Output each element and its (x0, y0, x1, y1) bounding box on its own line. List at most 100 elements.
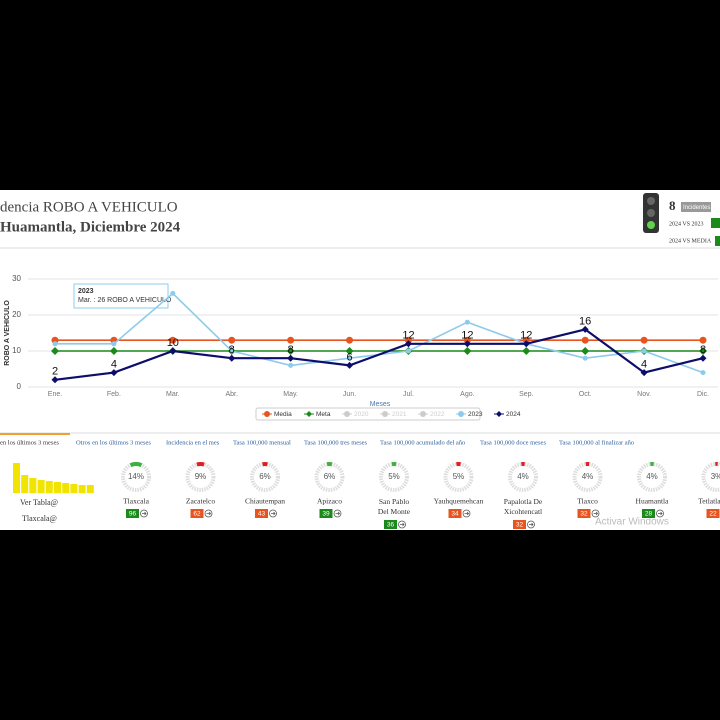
data-label: 8 (288, 344, 294, 356)
marker (170, 290, 176, 296)
marker (229, 348, 235, 354)
tab[interactable]: Otros en los últimos 3 meses (76, 439, 151, 446)
gauge-label: 4% (582, 472, 594, 481)
marker (287, 354, 295, 362)
marker (286, 347, 295, 355)
legend-label[interactable]: Media (274, 411, 292, 418)
x-tick-label: Oct. (579, 391, 592, 398)
count-badge (126, 509, 139, 518)
mini-bar (54, 482, 61, 493)
data-label: 12 (461, 330, 473, 342)
marker (699, 354, 707, 362)
legend-label[interactable]: 2021 (392, 411, 407, 418)
tooltip-text: Mar. : 26 ROBO A VEHICULO (78, 297, 172, 304)
count: 8 (669, 198, 676, 213)
x-tick-label: Jun. (343, 391, 356, 398)
marker (700, 370, 706, 376)
count: 34 (451, 510, 459, 517)
marker (347, 355, 353, 361)
place-name: Huamantla (636, 497, 670, 506)
marker (109, 347, 118, 355)
marker (169, 336, 177, 344)
count-badge (706, 509, 720, 518)
marker (169, 347, 177, 355)
arrow-icon (400, 522, 405, 527)
count: 39 (322, 510, 330, 517)
legend-label[interactable]: 2020 (354, 411, 369, 418)
mini-bar (45, 481, 53, 493)
x-tick-label: May. (283, 391, 298, 398)
subtitle: Huamantla, Diciembre 2024 (0, 219, 181, 235)
gauge-label: 4% (646, 472, 658, 481)
legend-label[interactable]: 2024 (506, 411, 521, 418)
marker (228, 336, 236, 344)
marker (51, 376, 59, 384)
gauge-arc (129, 462, 143, 468)
data-label: 16 (579, 315, 591, 327)
count-badge (255, 509, 268, 518)
marker (522, 347, 531, 355)
place-name: San Pablo Del Monte (378, 497, 411, 516)
compare: 2024 VS MEDIA (669, 238, 712, 244)
x-tick-label: Feb. (107, 391, 121, 398)
marker (346, 361, 354, 369)
y-tick-label: 30 (12, 274, 21, 283)
count: 32 (580, 510, 588, 517)
marker (288, 362, 294, 368)
legend-label[interactable]: 2023 (468, 411, 483, 418)
marker (463, 340, 471, 348)
marker (581, 325, 589, 333)
y-axis-label: ROBO A VEHICULO (4, 300, 11, 366)
marker (464, 319, 470, 325)
x-axis-label: Meses (370, 401, 391, 408)
light (647, 197, 655, 205)
tab[interactable]: Tasa 100,000 tres meses (304, 439, 368, 446)
count-badge (448, 509, 462, 518)
watermark: Activar Windows (595, 517, 669, 528)
legend-label[interactable]: 2022 (430, 411, 445, 418)
marker (345, 347, 354, 355)
mini-bar (86, 485, 94, 493)
title: dencia ROBO A VEHICULO (0, 199, 178, 215)
count: 96 (129, 510, 137, 517)
marker (404, 340, 412, 348)
x-tick-label: Abr. (226, 391, 239, 398)
tab[interactable]: Tasa 100,000 al finalizar año (559, 439, 634, 446)
mini-bar (13, 463, 20, 493)
count: 28 (645, 510, 653, 517)
count: 43 (258, 510, 266, 517)
data-label: 8 (229, 344, 235, 356)
data-label: 12 (402, 330, 414, 342)
tab[interactable]: Tasa 100,000 doce meses (480, 439, 546, 446)
marker (404, 336, 412, 344)
legend-label[interactable]: Meta (316, 411, 331, 418)
gauge-label: 6% (324, 472, 336, 481)
marker (640, 369, 648, 377)
count: 36 (387, 521, 395, 528)
tab[interactable]: Tasa 100,000 mensual (233, 439, 291, 446)
gauge-label: 6% (259, 472, 271, 481)
tab[interactable]: Incidencia en el mes (166, 439, 220, 446)
gauge-label: 5% (388, 472, 400, 481)
gauge-arc (196, 462, 205, 467)
link[interactable]: Ver Tabla@ (20, 498, 58, 507)
tab[interactable]: en los últimos 3 meses (0, 439, 59, 446)
marker (228, 354, 236, 362)
tab[interactable]: Tasa 100,000 acumulado del año (380, 439, 465, 446)
mini-bar (21, 475, 29, 493)
count: 32 (516, 521, 524, 528)
marker (699, 336, 707, 344)
arrow-icon (142, 511, 147, 516)
marker (699, 347, 707, 355)
x-tick-label: Nov. (637, 391, 651, 398)
link[interactable]: Tlaxcala@ (22, 514, 57, 523)
arrow-icon (335, 511, 341, 516)
marker (111, 341, 117, 347)
series-line (54, 328, 704, 381)
place-name: Yauhquemehcan (434, 497, 484, 506)
data-label: 4 (641, 359, 647, 371)
arrow-icon (271, 511, 276, 516)
marker (110, 369, 118, 377)
marker (52, 341, 58, 347)
